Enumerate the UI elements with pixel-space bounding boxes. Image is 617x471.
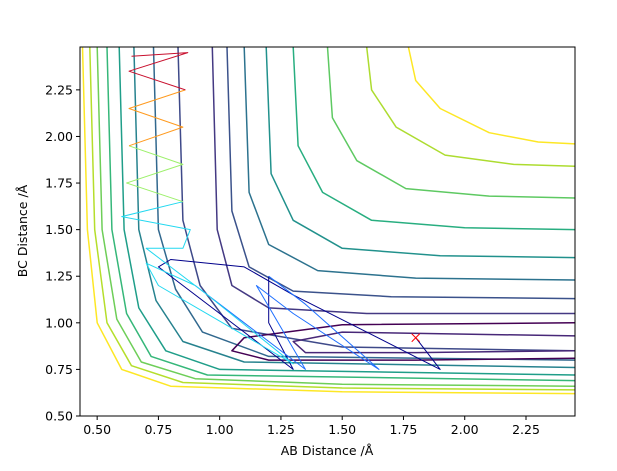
trajectory — [128, 52, 189, 91]
contour-line — [407, 47, 575, 145]
start-marker — [411, 333, 421, 343]
x-tick-label: 0.75 — [144, 422, 172, 437]
trajectory — [126, 145, 184, 203]
contour-line — [177, 47, 575, 352]
contour-line — [106, 47, 575, 382]
contour-line — [292, 47, 575, 231]
contour-line — [243, 47, 575, 281]
x-tick-label: 2.25 — [512, 422, 540, 437]
contour-line — [326, 47, 575, 199]
contour-line — [89, 47, 575, 391]
x-tick-label: 1.50 — [328, 422, 356, 437]
x-tick-label: 1.00 — [206, 422, 234, 437]
contour-line — [226, 47, 575, 300]
x-tick-label: 1.75 — [390, 422, 418, 437]
x-tick-label: 1.25 — [267, 422, 295, 437]
y-tick-label: 1.75 — [45, 176, 73, 191]
y-tick-label: 1.25 — [45, 269, 73, 284]
trajectory — [121, 201, 294, 365]
y-tick-label: 2.00 — [45, 129, 73, 144]
contour-line — [265, 47, 575, 259]
x-tick-label: 2.00 — [451, 422, 479, 437]
y-tick-label: 0.75 — [45, 362, 73, 377]
contour-line — [292, 331, 575, 354]
trajectory — [194, 275, 380, 370]
x-axis-label: AB Distance /Å — [281, 443, 374, 458]
trajectory — [128, 89, 186, 147]
plot-area — [81, 47, 575, 395]
contour-line — [365, 47, 575, 168]
contour-line — [118, 47, 575, 376]
contour-line — [231, 322, 575, 361]
y-tick-label: 0.50 — [45, 409, 73, 424]
contour-line — [211, 47, 575, 315]
y-axis-label: BC Distance /Å — [15, 184, 30, 277]
contour-line — [152, 47, 575, 361]
x-tick-label: 0.50 — [83, 422, 111, 437]
y-tick-label: 1.00 — [45, 315, 73, 330]
contour-line — [96, 47, 575, 387]
contour-line — [81, 47, 575, 395]
y-tick-label: 1.50 — [45, 222, 73, 237]
axes-frame — [79, 46, 576, 417]
contour-line — [133, 47, 575, 369]
y-tick-label: 2.25 — [45, 82, 73, 97]
